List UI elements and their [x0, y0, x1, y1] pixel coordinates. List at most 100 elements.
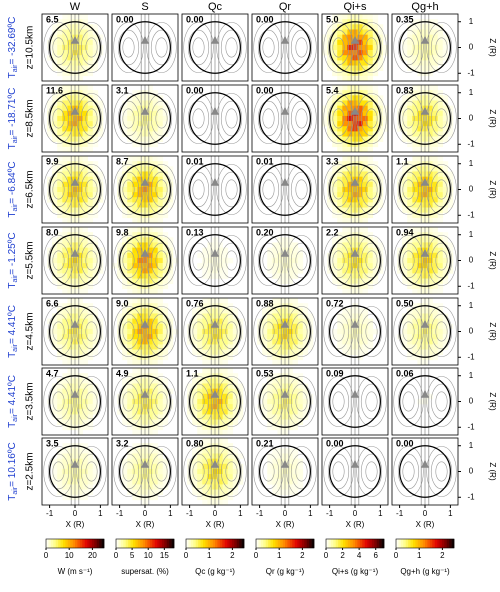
heat-cell	[432, 55, 438, 61]
heat-cell	[272, 424, 278, 431]
heat-cell	[52, 95, 58, 101]
heat-cell	[297, 268, 304, 274]
heat-cell	[217, 404, 223, 410]
heat-cell	[77, 44, 83, 51]
heat-cell	[412, 141, 418, 148]
heat-cell	[227, 458, 234, 465]
heat-cell	[157, 217, 164, 223]
heat-cell	[357, 70, 363, 77]
heat-cell	[217, 378, 223, 384]
heat-cell	[342, 95, 348, 101]
panel	[253, 14, 317, 81]
streamline	[402, 179, 415, 200]
heat-cell	[292, 453, 298, 459]
heat-cell	[292, 308, 298, 314]
heat-cell	[97, 126, 104, 132]
heat-cell	[417, 126, 423, 132]
y-tick-label: 0	[469, 43, 474, 52]
heat-cell	[57, 115, 63, 122]
streamline	[225, 37, 238, 58]
heat-cell	[432, 354, 438, 361]
heat-cell	[372, 44, 379, 51]
heat-cell	[402, 339, 408, 345]
heat-cell	[127, 131, 133, 137]
heat-cell	[292, 344, 298, 350]
heat-cell	[152, 359, 158, 365]
heat-cell	[277, 388, 283, 395]
heat-cell	[97, 197, 104, 203]
heat-cell	[297, 409, 304, 415]
streamline	[257, 383, 280, 420]
heat-cell	[117, 273, 123, 279]
heat-cell	[412, 207, 418, 213]
cloud-boundary	[399, 445, 451, 498]
heat-cell	[147, 141, 153, 148]
streamline	[262, 179, 275, 200]
streamline	[286, 22, 317, 73]
heat-cell	[357, 197, 363, 203]
streamline	[146, 235, 177, 286]
heat-cell	[127, 334, 133, 340]
heat-cell	[267, 313, 273, 319]
tair-sub: air	[12, 135, 19, 143]
heat-cell	[92, 105, 99, 112]
streamline	[426, 306, 457, 357]
heat-cell	[412, 186, 418, 193]
heat-cell	[217, 489, 223, 495]
heat-cell	[147, 383, 153, 389]
y-tick-label: -1	[467, 352, 475, 361]
heat-cell	[162, 283, 169, 290]
heat-cell	[192, 404, 198, 410]
heat-cell	[277, 393, 283, 400]
heat-cell	[162, 328, 169, 335]
heat-cell	[127, 404, 133, 410]
streamline	[365, 179, 378, 200]
heat-cell	[62, 50, 68, 56]
heat-cell	[237, 334, 244, 340]
heat-cell	[367, 50, 374, 56]
heat-cell	[67, 166, 73, 172]
panel-frame	[251, 367, 319, 436]
heat-cell	[377, 263, 384, 269]
column-title: Qr	[279, 1, 292, 13]
heat-cell	[132, 156, 138, 162]
streamline	[290, 242, 313, 279]
peak-value: 9.0	[116, 298, 129, 308]
heat-cell	[362, 318, 368, 325]
heat-cell	[82, 29, 88, 35]
heat-cell	[372, 181, 379, 188]
streamline	[122, 461, 135, 482]
streamline	[286, 235, 317, 286]
heat-cell	[447, 126, 454, 132]
heat-cell	[157, 383, 164, 389]
heat-cell	[132, 202, 138, 208]
heat-cell	[362, 90, 368, 96]
colorbar-tick-label: 15	[160, 551, 169, 560]
heat-cell	[437, 181, 444, 188]
heat-cell	[57, 60, 63, 66]
heat-cell	[57, 453, 63, 459]
heat-cell	[357, 252, 363, 259]
heat-cell	[432, 126, 438, 132]
heat-cell	[432, 39, 438, 46]
heat-cell	[342, 339, 348, 345]
heat-cell	[167, 237, 174, 243]
heat-cell	[367, 232, 374, 238]
streamline	[43, 235, 74, 286]
heat-cell	[67, 197, 73, 203]
heat-cell	[197, 398, 203, 405]
heat-cell	[372, 263, 379, 269]
heat-cell	[87, 197, 94, 203]
heat-cell	[47, 105, 53, 112]
streamline	[426, 164, 457, 215]
heat-cell	[222, 453, 228, 459]
heat-cell	[77, 100, 83, 106]
heat-cell	[287, 308, 293, 314]
heat-cell	[127, 110, 133, 117]
heat-cell	[122, 278, 128, 284]
heat-cell	[277, 323, 283, 330]
heat-cell	[432, 242, 438, 248]
heat-cell	[292, 349, 298, 355]
streamline	[150, 453, 173, 490]
heat-cell	[57, 344, 63, 350]
